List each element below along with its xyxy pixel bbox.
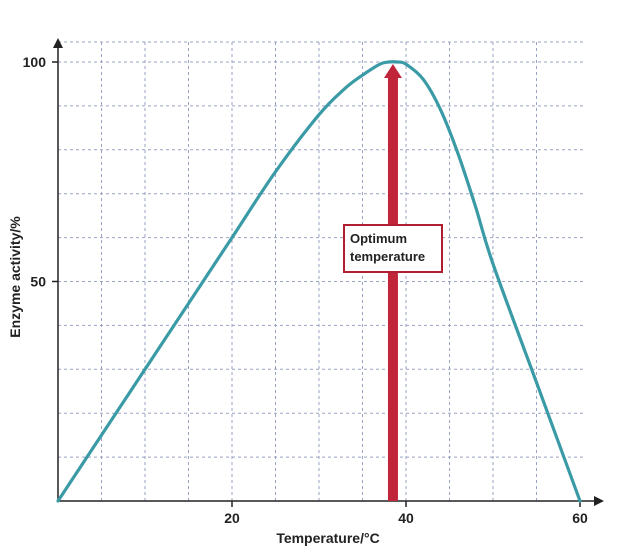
optimum-label-line1: Optimum bbox=[350, 231, 407, 246]
optimum-arrow-shaft bbox=[387, 76, 398, 501]
y-axis-arrowhead bbox=[53, 38, 63, 48]
axes bbox=[52, 38, 604, 507]
x-tick-label-40: 40 bbox=[398, 510, 414, 526]
y-tick-label-100: 100 bbox=[23, 54, 47, 70]
y-axis-title: Enzyme activity/% bbox=[7, 216, 23, 338]
optimum-arrow-head bbox=[383, 64, 402, 78]
enzyme-activity-curve bbox=[56, 60, 582, 503]
x-tick-label-20: 20 bbox=[224, 510, 240, 526]
optimum-label-line2: temperature bbox=[350, 249, 425, 264]
y-tick-label-50: 50 bbox=[30, 274, 46, 290]
x-tick-label-60: 60 bbox=[572, 510, 588, 526]
optimum-annotation: Optimum temperature bbox=[343, 64, 443, 501]
tick-labels: 20 40 60 50 100 bbox=[23, 54, 588, 526]
x-axis-title: Temperature/°C bbox=[276, 530, 379, 546]
optimum-label-box bbox=[343, 224, 443, 273]
x-axis-arrowhead bbox=[594, 496, 604, 506]
series-layer bbox=[56, 60, 582, 503]
